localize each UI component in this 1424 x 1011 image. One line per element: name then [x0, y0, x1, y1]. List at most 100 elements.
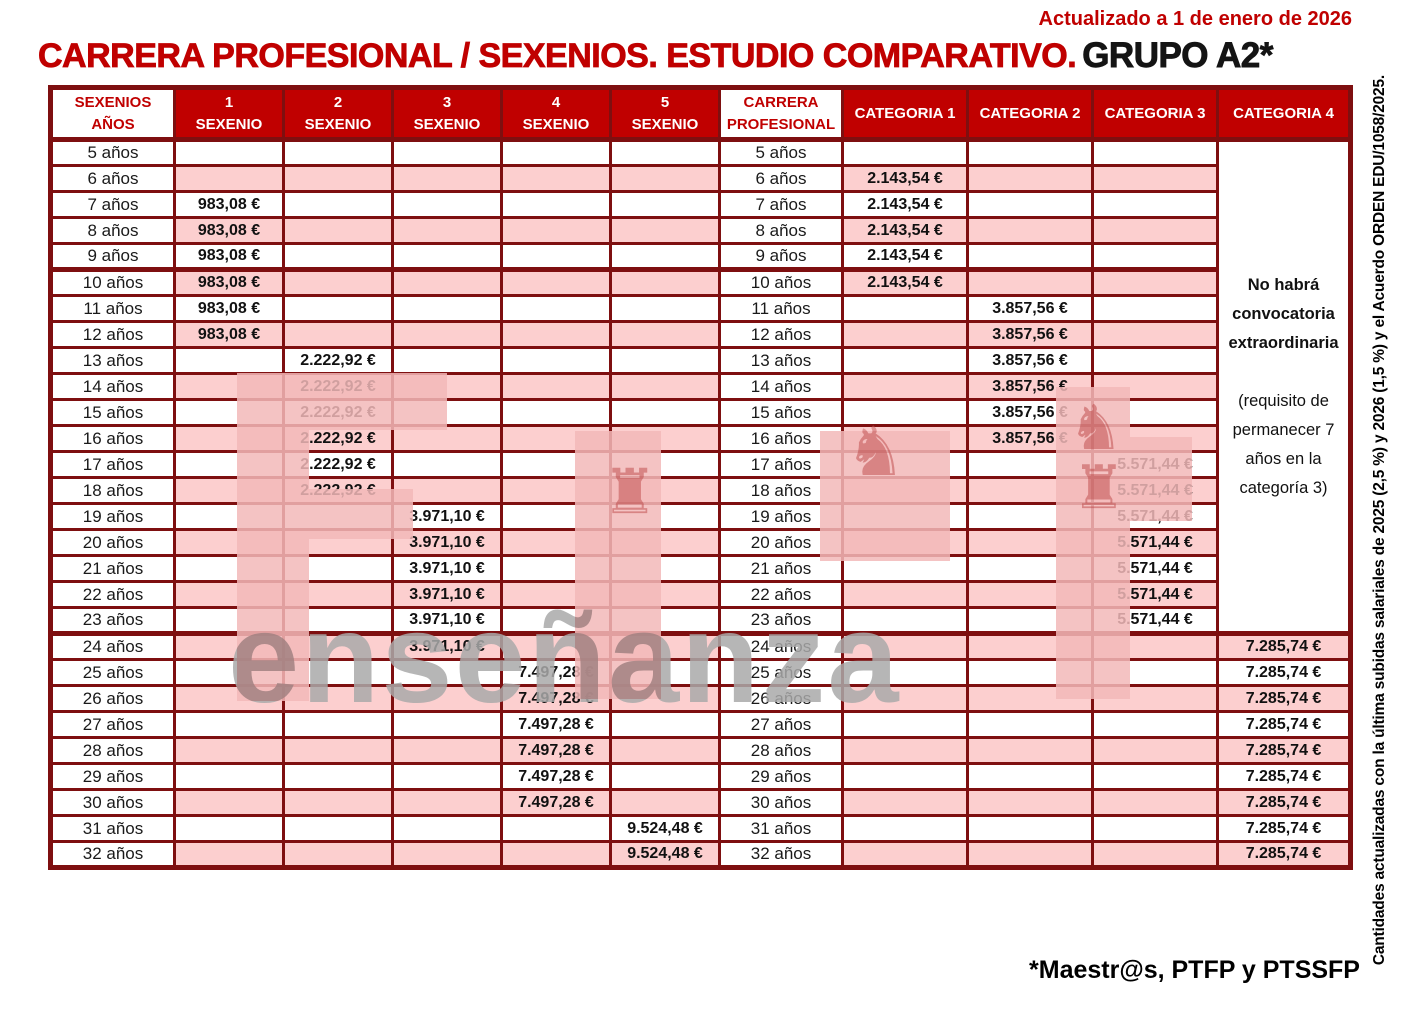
- cell-years: 18 años: [49, 476, 176, 505]
- cell-years: 25 años: [49, 658, 176, 687]
- cell-sexenio-5: [609, 372, 721, 401]
- cell-sexenio-5: [609, 528, 721, 557]
- cell-sexenio-5: [609, 138, 721, 167]
- cell-categoria-2: [966, 840, 1094, 869]
- cell-sexenio-5: [609, 424, 721, 453]
- cell-sexenio-3: [391, 814, 503, 843]
- cell-sexenio-3: [391, 138, 503, 167]
- table-row-12-anos: 12 años 983,08 €12 años 3.857,56 €: [49, 320, 1351, 349]
- cell-years: 12 años: [49, 320, 176, 349]
- table-row-10-anos: 10 años 983,08 €10 años 2.143,54 €: [49, 267, 1351, 297]
- col-carrera-profesional-label: PROFESIONAL: [726, 115, 836, 133]
- cell-categoria-2: 3.857,56 €: [966, 320, 1094, 349]
- cell-categoria-3: [1091, 242, 1219, 271]
- cell-years: 27 años: [49, 710, 176, 739]
- cell-years: 15 años: [49, 398, 176, 427]
- cell-sexenio-4: [500, 606, 612, 635]
- cell-sexenio-2: 2.222,92 €: [282, 424, 394, 453]
- col-categoria-2-label: CATEGORIA 2: [979, 104, 1081, 122]
- cell-carrera-years: 21 años: [718, 554, 844, 583]
- cell-sexenio-4: [500, 346, 612, 375]
- cell-sexenio-1: [173, 164, 285, 193]
- col-sexenio-3: 3 SEXENIO: [391, 86, 503, 142]
- cell-sexenio-2: [282, 814, 394, 843]
- cell-sexenio-1: [173, 814, 285, 843]
- col-sexenio-1: 1 SEXENIO: [173, 86, 285, 142]
- cell-sexenio-4: [500, 164, 612, 193]
- cell-carrera-years: 30 años: [718, 788, 844, 817]
- cell-sexenio-4: [500, 840, 612, 869]
- cell-sexenio-2: [282, 788, 394, 817]
- footnote: *Maestr@s, PTFP y PTSSFP: [1029, 956, 1360, 984]
- cell-sexenio-4: [500, 242, 612, 271]
- cell-sexenio-3: [391, 346, 503, 375]
- cell-categoria-3: [1091, 736, 1219, 765]
- cell-sexenio-4: 7.497,28 €: [500, 658, 612, 687]
- cell-sexenio-4: [500, 814, 612, 843]
- page-title: CARRERA PROFESIONAL / SEXENIOS. ESTUDIO …: [38, 36, 1274, 76]
- cell-categoria-2: [966, 216, 1094, 245]
- cell-categoria-1: [841, 346, 969, 375]
- cell-sexenio-5: [609, 346, 721, 375]
- cell-sexenio-3: [391, 294, 503, 323]
- cell-categoria-3: [1091, 320, 1219, 349]
- table-row-26-anos: 26 años 7.497,28 € 26 años 7.285,74 €: [49, 684, 1352, 713]
- cell-carrera-years: 14 años: [718, 372, 844, 401]
- cell-sexenio-3: [391, 267, 503, 297]
- cell-carrera-years: 24 años: [718, 631, 844, 661]
- cell-categoria-3: 5.571,44 €: [1091, 528, 1219, 557]
- cell-carrera-years: 17 años: [718, 450, 844, 479]
- cell-sexenio-1: 983,08 €: [173, 267, 285, 297]
- cell-categoria-3: [1091, 840, 1219, 869]
- col-sexenio-4-label: 4: [551, 93, 561, 111]
- cell-sexenio-4: [500, 138, 612, 167]
- cell-sexenio-3: 3.971,10 €: [391, 606, 503, 635]
- page-title-red-part: CARRERA PROFESIONAL / SEXENIOS. ESTUDIO …: [38, 37, 1077, 76]
- cell-carrera-years: 28 años: [718, 736, 844, 765]
- cell-categoria-3: [1091, 398, 1219, 427]
- cell-categoria-3: 5.571,44 €: [1091, 502, 1219, 531]
- cell-sexenio-5: [609, 476, 721, 505]
- cell-categoria-2: 3.857,56 €: [966, 346, 1094, 375]
- categoria-4-note-bold: No habrá convocatoria extraordinaria: [1228, 275, 1339, 352]
- cell-categoria-3: [1091, 294, 1219, 323]
- cell-sexenio-4: [500, 476, 612, 505]
- cell-sexenio-4: 7.497,28 €: [500, 710, 612, 739]
- cell-categoria-1: [841, 580, 969, 609]
- cell-categoria-1: [841, 502, 969, 531]
- cell-sexenio-4: [500, 450, 612, 479]
- cell-carrera-years: 15 años: [718, 398, 844, 427]
- cell-carrera-years: 10 años: [718, 267, 844, 297]
- cell-sexenio-3: [391, 216, 503, 245]
- cell-years: 14 años: [49, 372, 176, 401]
- col-sexenios-anos: SEXENIOS AÑOS: [49, 86, 176, 142]
- cell-sexenio-3: 3.971,10 €: [391, 631, 503, 661]
- cell-sexenio-5: [609, 606, 721, 635]
- cell-sexenio-1: [173, 528, 285, 557]
- table-row-27-anos: 27 años 7.497,28 € 27 años 7.285,74 €: [49, 710, 1352, 739]
- cell-sexenio-2: [282, 580, 394, 609]
- cell-sexenio-2: [282, 606, 394, 635]
- table-row-9-anos: 9 años 983,08 €9 años 2.143,54 €: [49, 242, 1351, 271]
- cell-sexenio-4: [500, 631, 612, 661]
- cell-sexenio-2: [282, 502, 394, 531]
- cell-sexenio-5: [609, 242, 721, 271]
- col-sexenio-5-label: 5: [660, 93, 670, 111]
- cell-categoria-3: 5.571,44 €: [1091, 476, 1219, 505]
- col-sexenio-1-label: SEXENIO: [195, 115, 263, 133]
- cell-sexenio-5: [609, 658, 721, 687]
- cell-categoria-3: [1091, 684, 1219, 713]
- cell-categoria-1: 2.143,54 €: [841, 242, 969, 271]
- col-sexenio-5-label: SEXENIO: [631, 115, 699, 133]
- col-sexenio-2: 2 SEXENIO: [282, 86, 394, 142]
- cell-categoria-2: [966, 138, 1094, 167]
- cell-sexenio-1: [173, 788, 285, 817]
- cell-sexenio-3: [391, 398, 503, 427]
- cell-carrera-years: 5 años: [718, 138, 844, 167]
- cell-carrera-years: 6 años: [718, 164, 844, 193]
- side-note-vertical: Cantidades actualizadas con la última su…: [1360, 75, 1400, 965]
- cell-sexenio-4: 7.497,28 €: [500, 788, 612, 817]
- page-title-group-part: GRUPO A2*: [1082, 36, 1274, 76]
- cell-categoria-4: 7.285,74 €: [1216, 840, 1352, 869]
- cell-categoria-2: [966, 267, 1094, 297]
